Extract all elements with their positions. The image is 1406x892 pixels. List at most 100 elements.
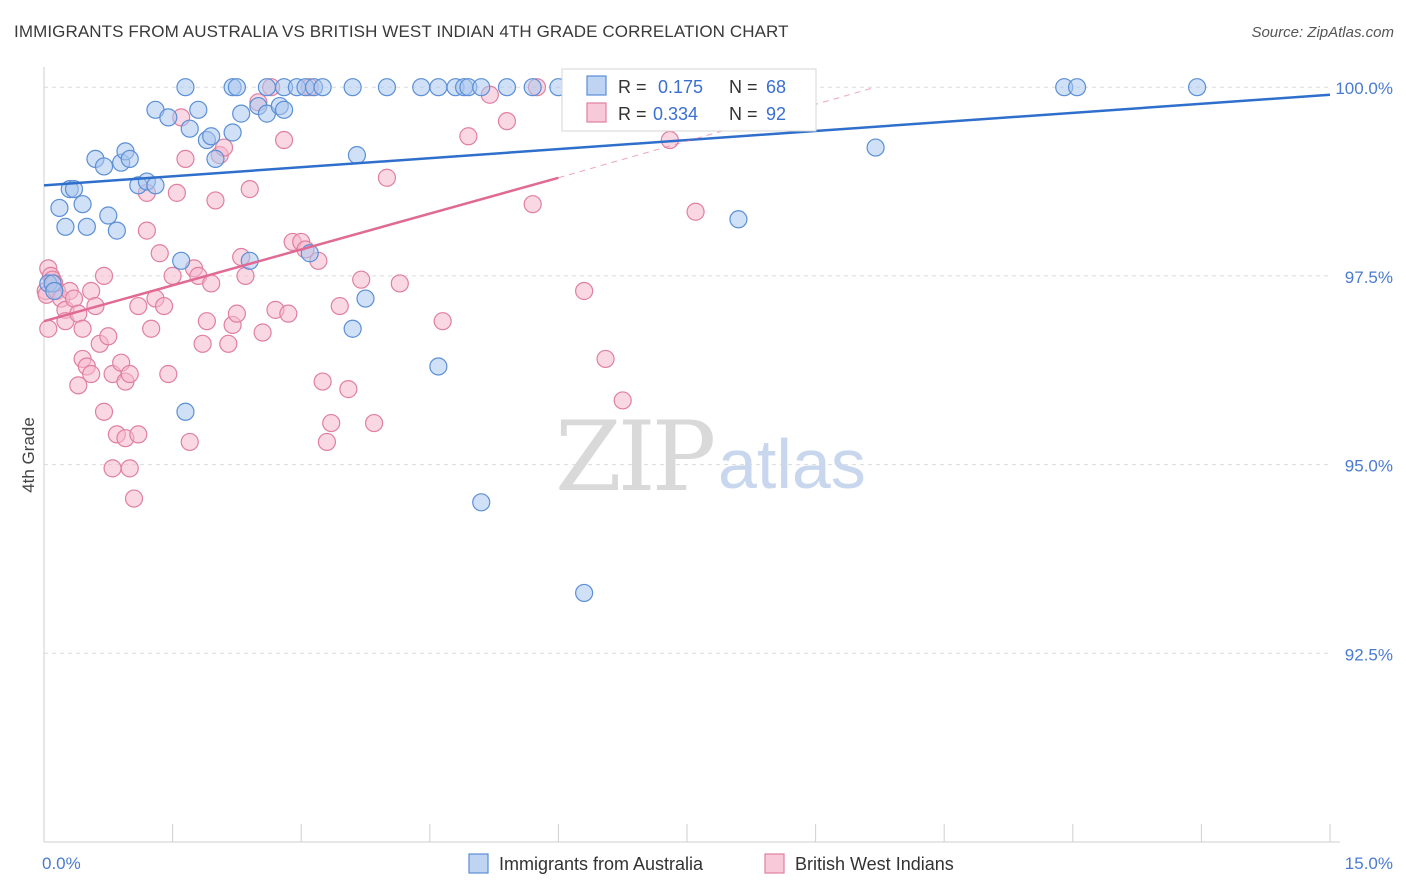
point-pink-75: [322, 413, 341, 433]
legend-swatch-pink: [764, 853, 785, 874]
point-blue-10: [94, 157, 114, 176]
point-pink-73: [313, 372, 332, 391]
point-pink-46: [176, 149, 195, 168]
point-blue-51: [429, 78, 448, 97]
point-pink-44: [167, 183, 186, 202]
point-pink-74: [317, 432, 337, 452]
stats-box: R = 0.175 N = 68 R = 0.334 N = 92: [561, 68, 817, 132]
point-pink-92: [686, 202, 705, 221]
stats-n-value-pink: 92: [766, 104, 786, 124]
point-pink-43: [163, 266, 182, 285]
point-pink-19: [82, 281, 101, 301]
point-blue-18: [146, 176, 165, 195]
point-blue-48: [356, 289, 375, 308]
point-blue-35: [257, 78, 277, 97]
point-pink-12: [64, 289, 84, 308]
legend-label-blue: Immigrants from Australia: [499, 854, 704, 874]
point-blue-23: [176, 78, 195, 97]
point-blue-68: [1188, 78, 1207, 97]
point-blue-21: [172, 251, 191, 270]
point-blue-39: [274, 100, 294, 119]
point-pink-90: [613, 391, 632, 410]
stats-n-label-pink: N =: [729, 104, 758, 124]
point-pink-24: [99, 327, 118, 346]
point-blue-62: [575, 583, 594, 603]
y-tick-label-2: 95.0%: [1345, 457, 1393, 476]
source-label: Source: ZipAtlas.com: [1251, 24, 1394, 41]
point-blue-44: [313, 78, 332, 97]
point-blue-45: [343, 319, 362, 338]
point-pink-60: [236, 266, 255, 285]
point-blue-59: [523, 78, 542, 97]
watermark-zip: ZIP: [555, 401, 714, 513]
point-blue-24: [180, 119, 199, 138]
y-tick-label-0: 100.0%: [1335, 79, 1393, 98]
point-pink-26: [103, 459, 122, 478]
point-blue-20: [159, 108, 178, 127]
point-pink-37: [137, 221, 156, 240]
point-blue-50: [412, 78, 431, 97]
point-pink-3: [39, 319, 58, 338]
point-blue-8: [77, 217, 96, 236]
point-pink-77: [339, 380, 358, 399]
y-tick-label-3: 92.5%: [1345, 645, 1393, 664]
point-blue-7: [73, 195, 92, 214]
axes: [43, 67, 1340, 843]
point-pink-61: [240, 179, 259, 199]
stats-r-label-blue: R =: [618, 77, 647, 97]
point-blue-49: [377, 78, 397, 97]
point-blue-28: [206, 149, 225, 168]
point-pink-82: [433, 312, 452, 331]
point-pink-86: [523, 195, 542, 214]
point-pink-32: [120, 364, 139, 384]
point-pink-31: [120, 459, 139, 478]
stats-r-value-pink: 0.334: [653, 104, 698, 124]
trend-line-pink: [43, 176, 559, 323]
x-tick-label-1: 15.0%: [1345, 854, 1393, 873]
point-pink-47: [180, 432, 199, 452]
point-blue-15: [120, 149, 139, 168]
point-pink-53: [206, 191, 225, 210]
point-pink-80: [377, 168, 397, 187]
point-pink-23: [94, 402, 114, 421]
point-pink-41: [154, 296, 174, 316]
point-blue-2: [45, 281, 64, 301]
point-pink-67: [279, 304, 298, 323]
legend-label-pink: British West Indians: [795, 854, 954, 874]
stats-swatch-blue: [586, 75, 607, 96]
point-blue-46: [347, 146, 367, 165]
point-blue-56: [472, 493, 491, 512]
point-pink-15: [73, 319, 92, 338]
point-blue-52: [429, 357, 448, 376]
point-blue-30: [223, 123, 242, 142]
point-blue-27: [202, 127, 221, 146]
trend-line-blue: [43, 93, 1331, 187]
point-pink-89: [596, 349, 615, 369]
watermark: ZIP atlas: [555, 401, 866, 513]
point-pink-79: [364, 413, 384, 433]
y-tick-label-1: 97.5%: [1345, 268, 1393, 287]
y-axis-label: 4th Grade: [19, 417, 38, 493]
point-blue-25: [189, 100, 208, 119]
point-pink-51: [197, 312, 216, 331]
point-blue-64: [729, 210, 748, 229]
point-blue-12: [107, 221, 126, 240]
stats-r-value-blue: 0.175: [658, 77, 703, 97]
point-blue-67: [1067, 78, 1087, 97]
point-blue-11: [99, 206, 118, 225]
point-blue-6: [64, 179, 84, 199]
point-pink-63: [253, 323, 272, 342]
point-pink-50: [193, 334, 212, 353]
point-pink-34: [129, 425, 148, 444]
point-pink-22: [94, 266, 114, 285]
stats-swatch-pink: [586, 102, 607, 123]
point-pink-56: [219, 334, 238, 353]
point-pink-78: [352, 270, 371, 289]
point-pink-81: [390, 274, 409, 293]
point-pink-85: [497, 112, 517, 131]
point-pink-58: [227, 304, 246, 323]
watermark-atlas: atlas: [718, 425, 866, 503]
stats-r-label-pink: R =: [618, 104, 647, 124]
point-pink-18: [82, 364, 101, 384]
